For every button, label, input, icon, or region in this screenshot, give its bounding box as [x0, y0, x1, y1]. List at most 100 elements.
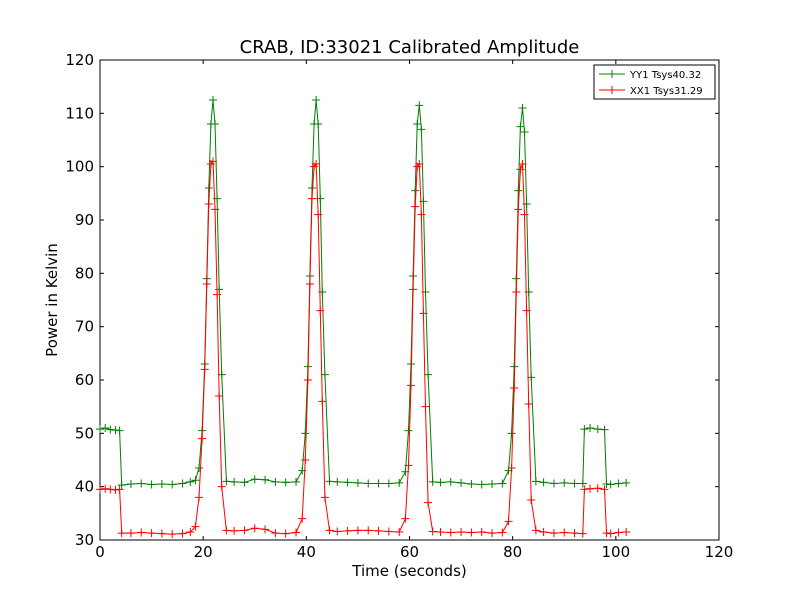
x-tick-label: 120	[705, 543, 734, 561]
data-point	[428, 527, 437, 536]
data-point	[271, 529, 280, 538]
data-point	[436, 478, 445, 487]
legend: YY1 Tsys40.32 XX1 Tsys31.29	[593, 64, 716, 100]
x-tick-label: 100	[602, 543, 631, 561]
data-point	[507, 464, 516, 472]
data-point	[560, 528, 569, 537]
data-point	[395, 478, 404, 487]
data-point	[411, 202, 420, 211]
legend-item: XX1 Tsys31.29	[599, 86, 703, 97]
y-tick-label: 40	[75, 478, 94, 496]
plot-frame	[99, 59, 720, 541]
data-point	[600, 425, 609, 434]
data-point	[178, 479, 187, 488]
data-point	[428, 477, 437, 486]
data-point	[404, 461, 413, 470]
data-point	[195, 493, 204, 502]
data-point	[320, 370, 329, 379]
data-point	[200, 365, 209, 374]
data-point	[467, 528, 476, 537]
x-tick-label: 40	[297, 543, 316, 561]
data-point	[353, 526, 362, 535]
data-point	[539, 528, 548, 536]
data-point	[467, 480, 476, 488]
data-point	[217, 482, 226, 491]
data-point	[314, 120, 323, 128]
y-tick-label: 60	[75, 371, 94, 389]
data-point	[374, 526, 383, 535]
data-point	[516, 122, 525, 131]
data-point	[353, 478, 362, 487]
data-point	[292, 477, 301, 486]
data-point	[303, 376, 312, 384]
data-point	[384, 479, 393, 488]
data-point	[586, 424, 595, 432]
legend-label: XX1 Tsys31.29	[630, 86, 703, 97]
legend-marker	[608, 70, 616, 78]
data-point	[106, 485, 115, 494]
data-point	[101, 484, 110, 493]
data-point	[281, 478, 290, 487]
data-point	[211, 205, 220, 214]
data-point	[261, 525, 270, 534]
data-point	[518, 160, 527, 168]
data-point	[477, 528, 486, 536]
data-point	[204, 200, 213, 208]
data-point	[364, 526, 373, 535]
data-point	[117, 529, 126, 538]
data-point	[106, 425, 115, 434]
data-point	[312, 160, 321, 168]
data-point	[593, 425, 602, 434]
data-point	[602, 529, 611, 538]
data-point	[301, 456, 310, 464]
data-point	[147, 480, 156, 489]
data-point	[614, 479, 623, 488]
data-point	[446, 528, 455, 537]
chart-title: CRAB, ID:33021 Calibrated Amplitude	[240, 37, 580, 58]
data-point	[168, 480, 177, 489]
data-point	[191, 522, 200, 531]
data-point	[417, 125, 426, 134]
x-tick-label: 20	[194, 543, 213, 561]
data-point	[314, 210, 323, 219]
data-point	[409, 285, 418, 294]
data-point	[570, 529, 579, 538]
data-point	[504, 517, 513, 526]
data-point	[488, 480, 497, 488]
data-point	[298, 514, 307, 523]
data-point	[281, 529, 290, 538]
data-point	[593, 484, 602, 493]
x-tick-label: 0	[95, 543, 105, 561]
data-point	[520, 210, 529, 219]
data-point	[498, 479, 507, 488]
y-tick-label: 30	[75, 531, 94, 549]
data-point	[510, 384, 519, 392]
data-point	[421, 402, 430, 411]
data-point	[374, 479, 383, 488]
data-point	[178, 529, 187, 538]
data-point	[514, 205, 523, 214]
y-tick-label: 80	[75, 264, 94, 282]
data-point	[168, 530, 177, 539]
data-point	[518, 104, 527, 112]
data-point	[498, 528, 507, 537]
data-point	[292, 528, 301, 537]
data-point	[580, 425, 589, 434]
data-point	[204, 184, 213, 192]
data-point	[549, 479, 558, 488]
data-point	[446, 477, 455, 486]
data-point	[600, 485, 609, 494]
data-point	[586, 484, 595, 493]
data-point	[514, 186, 523, 195]
data-point	[202, 280, 211, 288]
data-point	[208, 157, 217, 166]
data-point	[539, 478, 548, 487]
data-point	[308, 194, 317, 203]
data-point	[126, 529, 135, 538]
data-point	[115, 485, 124, 494]
data-point	[186, 528, 195, 536]
data-point	[271, 477, 280, 486]
y-tick-label: 110	[65, 104, 94, 122]
data-point	[570, 479, 579, 488]
